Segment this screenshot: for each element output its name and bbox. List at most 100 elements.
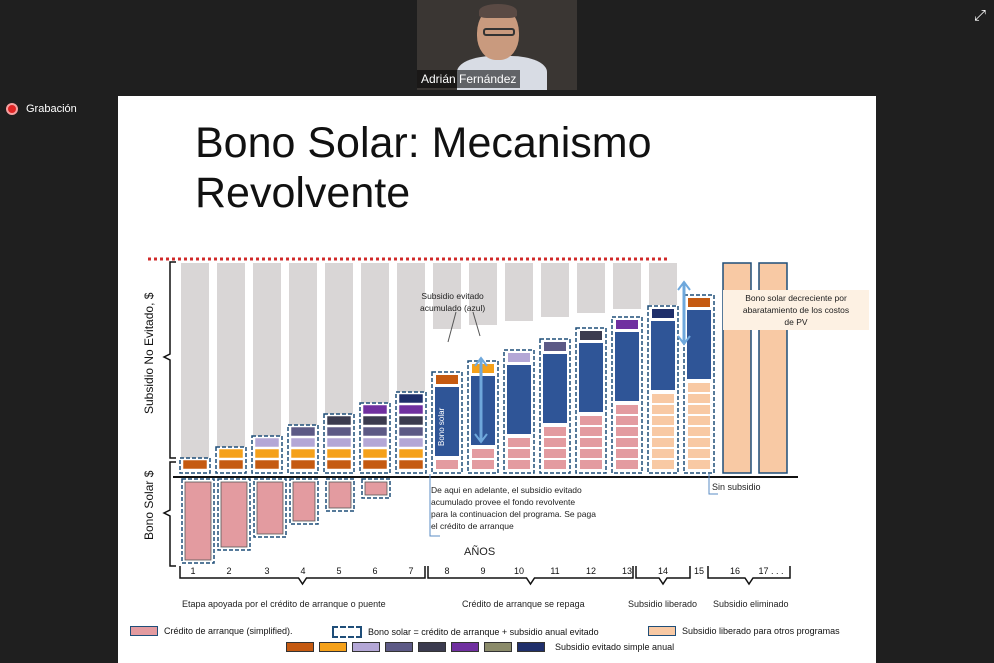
bono-outline-year-14: [647, 305, 679, 474]
paid-block-year-14-5: [652, 416, 674, 425]
bono-outline-year-10: [503, 349, 535, 474]
legend-bono: Bono solar = crédito de arranque + subsi…: [332, 626, 599, 638]
annual-block-year-7-4: [398, 426, 424, 437]
credito-outline-year-6: [361, 478, 391, 499]
phase-brace-etapa: [179, 566, 426, 586]
upper-brace: [162, 261, 176, 459]
gray-bar-year-5: [325, 263, 353, 414]
bono-outline-year-3: [251, 435, 283, 474]
participant-name: Adrián Fernández: [417, 70, 521, 88]
expand-icon[interactable]: ⤢: [973, 7, 986, 24]
top-block-year-13: [616, 320, 638, 329]
legend-simple: Subsidio evitado simple anual: [286, 642, 674, 652]
annual-block-year-6-4: [362, 426, 388, 437]
legend-credito-swatch: [130, 626, 158, 636]
top-block-year-9: [472, 364, 494, 373]
note-decreciente: Bono solar decreciente por abaratamiento…: [723, 290, 869, 330]
sin-subsidio-label: Sin subsidio: [712, 482, 761, 492]
paid-block-year-13-2: [616, 449, 638, 458]
paid-block-year-11-3: [544, 438, 566, 447]
bono-solar-bar-text: Bono solar: [437, 407, 446, 446]
credito-bar-year-2: [220, 481, 248, 548]
phase-label-liberado: Subsidio liberado: [628, 599, 698, 609]
annual-block-year-4-3: [290, 437, 316, 448]
annual-block-year-5-5: [326, 415, 352, 426]
phase-label-eliminado: Subsidio eliminado: [713, 599, 789, 609]
year-label-11: 11: [550, 566, 559, 576]
paid-block-year-12-4: [580, 427, 602, 436]
paid-block-year-10-1: [508, 460, 530, 469]
bono-outline-year-5: [323, 413, 355, 474]
paid-block-year-15-2: [688, 449, 710, 458]
accum-blue-year-11: [543, 354, 567, 423]
paid-block-year-15-7: [688, 394, 710, 403]
credito-bar-year-4: [292, 481, 316, 522]
top-block-year-15: [688, 298, 710, 307]
bono-outline-year-13: [611, 316, 643, 474]
annual-block-year-7-5: [398, 415, 424, 426]
recording-indicator: Grabación: [6, 103, 77, 115]
participant-glasses: [483, 28, 515, 36]
top-block-year-10: [508, 353, 530, 362]
year-label-8: 8: [444, 566, 449, 576]
annual-block-year-5-4: [326, 426, 352, 437]
paid-block-year-13-5: [616, 416, 638, 425]
paid-block-year-15-6: [688, 405, 710, 414]
credito-bar-year-5: [328, 481, 352, 509]
year-label-16: 16: [730, 566, 740, 576]
phase-label-etapa: Etapa apoyada por el crédito de arranque…: [182, 599, 386, 609]
annual-block-year-3-3: [254, 437, 280, 448]
gray-bar-year-4: [289, 263, 317, 425]
paid-block-year-13-3: [616, 438, 638, 447]
legend-credito: Crédito de arranque (simplified).: [130, 626, 293, 636]
annual-block-year-4-1: [290, 459, 316, 470]
legend-liberado: Subsidio liberado para otros programas: [648, 626, 840, 636]
accum-blue-year-15: [687, 310, 711, 379]
gray-bar-year-12: [577, 263, 605, 313]
paid-block-year-12-1: [580, 460, 602, 469]
legend-liberado-label: Subsidio liberado para otros programas: [682, 626, 840, 636]
legend-swatch-1: [286, 642, 314, 652]
phase-brace-repaga: [427, 566, 634, 586]
year-label-12: 12: [586, 566, 596, 576]
gray-bar-year-6: [361, 263, 389, 403]
legend-swatch-4: [385, 642, 413, 652]
year-label-7: 7: [408, 566, 413, 576]
top-block-year-11: [544, 342, 566, 351]
paid-block-year-14-6: [652, 405, 674, 414]
annual-block-year-6-2: [362, 448, 388, 459]
paid-block-year-11-2: [544, 449, 566, 458]
legend-swatch-7: [484, 642, 512, 652]
annual-block-year-7-6: [398, 404, 424, 415]
paid-block-year-14-7: [652, 394, 674, 403]
paid-block-year-14-3: [652, 438, 674, 447]
bono-outline-year-6: [359, 402, 391, 474]
participant-hair: [479, 4, 517, 18]
annual-block-year-7-3: [398, 437, 424, 448]
credito-bar-year-3: [256, 481, 284, 535]
year-label-17 . . .: 17 . . .: [758, 566, 783, 576]
legend-swatch-6: [451, 642, 479, 652]
accum-blue-year-14: [651, 321, 675, 390]
bono-outline-year-2: [215, 446, 247, 474]
annual-block-year-7-1: [398, 459, 424, 470]
gray-bar-year-1: [181, 263, 209, 458]
legend-swatch-3: [352, 642, 380, 652]
credito-outline-year-2: [217, 478, 251, 551]
accum-blue-year-13: [615, 332, 639, 401]
bono-outline-year-1: [179, 457, 211, 474]
sin-subsidio-pointer: [708, 474, 718, 495]
paid-block-year-11-4: [544, 427, 566, 436]
year-label-5: 5: [336, 566, 341, 576]
paid-block-year-15-4: [688, 427, 710, 436]
year-label-4: 4: [300, 566, 305, 576]
gray-bar-year-13: [613, 263, 641, 309]
year-label-13: 13: [622, 566, 632, 576]
lower-brace: [162, 461, 176, 567]
gray-bar-year-7: [397, 263, 425, 392]
participant-video: Adrián Fernández: [417, 0, 577, 90]
note-desde-aqui: De aqui en adelante, el subsidio evitado…: [431, 485, 596, 531]
year-label-15: 15: [694, 566, 704, 576]
gray-bar-year-2: [217, 263, 245, 447]
